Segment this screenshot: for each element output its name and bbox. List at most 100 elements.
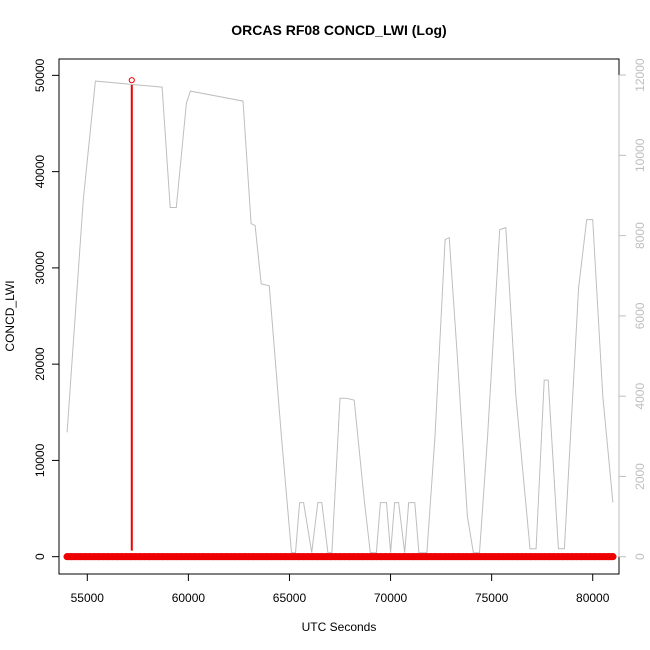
x-axis: 55000 60000 65000 70000 75000 80000: [71, 573, 610, 605]
x-axis-label: UTC Seconds: [302, 620, 377, 634]
data-point: [604, 553, 612, 561]
data-point: [336, 553, 344, 561]
data-point: [550, 553, 558, 561]
data-point: [468, 553, 476, 561]
data-point: [100, 553, 107, 561]
data-point: [131, 553, 139, 561]
data-point: [518, 553, 526, 561]
data-point: [295, 553, 303, 561]
data-point: [150, 553, 157, 561]
data-point: [213, 553, 221, 561]
data-point: [400, 553, 408, 561]
data-point: [140, 553, 148, 561]
data-point: [432, 553, 439, 561]
data-point: [568, 553, 576, 561]
data-point: [250, 553, 258, 561]
data-point: [545, 553, 553, 561]
data-point: [350, 553, 358, 561]
data-point: [532, 553, 540, 561]
data-point: [363, 553, 371, 561]
x-tick-label: 60000: [172, 591, 206, 605]
data-point: [509, 553, 517, 561]
data-point: [559, 553, 567, 561]
data-point: [136, 553, 144, 561]
data-point: [436, 553, 444, 561]
data-point: [263, 553, 271, 561]
data-point: [486, 553, 494, 561]
y-tick-label: 30000: [33, 251, 47, 285]
y-tick-label: 10000: [33, 443, 47, 477]
data-point: [272, 553, 280, 561]
data-point: [573, 553, 580, 561]
y2-tick-label: 4000: [633, 383, 647, 410]
data-point: [495, 553, 503, 561]
data-point: [145, 553, 153, 561]
data-point: [563, 553, 571, 561]
data-point: [72, 553, 80, 561]
y-axis-right: 0 2000 4000 6000 8000 10000 12000: [618, 58, 647, 560]
x-tick-label: 65000: [273, 591, 307, 605]
data-point: [127, 553, 135, 561]
data-point: [554, 553, 562, 561]
data-point: [541, 553, 549, 561]
spike-outlier-point: [128, 77, 135, 84]
data-point: [122, 553, 130, 561]
data-point: [90, 553, 98, 561]
data-point: [277, 553, 285, 561]
data-point: [354, 553, 362, 561]
data-point: [286, 553, 294, 561]
x-tick-label: 70000: [374, 591, 408, 605]
data-point: [454, 553, 462, 561]
y2-tick-label: 2000: [633, 463, 647, 490]
data-point: [441, 553, 449, 561]
y2-tick-label: 8000: [633, 222, 647, 249]
data-point: [609, 553, 617, 561]
secondary-line-layer: [66, 80, 614, 554]
data-point: [186, 553, 194, 561]
data-point: [241, 553, 248, 561]
spike-layer: [128, 77, 135, 551]
data-point: [395, 553, 403, 561]
data-point: [504, 553, 512, 561]
data-point: [582, 553, 590, 561]
data-point: [163, 553, 171, 561]
data-point: [77, 553, 85, 561]
data-point: [463, 553, 471, 561]
y-axis-left: 0 10000 20000 30000 40000 50000: [33, 58, 60, 560]
data-point: [63, 553, 71, 561]
data-point: [104, 553, 112, 561]
data-point: [86, 553, 94, 561]
data-point: [450, 553, 458, 561]
data-point: [382, 553, 389, 561]
data-point: [200, 553, 207, 561]
y-tick-label: 40000: [33, 155, 47, 189]
data-point: [386, 553, 394, 561]
data-point: [268, 553, 276, 561]
y-axis-label: CONCD_LWI: [3, 280, 17, 351]
data-point: [536, 553, 544, 561]
data-point: [177, 553, 185, 561]
data-point: [181, 553, 189, 561]
data-point: [291, 553, 298, 561]
data-point: [191, 553, 198, 561]
y-tick-label: 0: [33, 553, 47, 560]
data-point: [327, 553, 335, 561]
data-point: [523, 553, 530, 561]
data-point: [459, 553, 467, 561]
data-point: [209, 553, 217, 561]
data-point: [359, 553, 367, 561]
data-point: [204, 553, 212, 561]
data-point: [318, 553, 326, 561]
data-point: [154, 553, 162, 561]
data-point: [118, 553, 126, 561]
data-point: [159, 553, 167, 561]
data-point: [95, 553, 103, 561]
data-point: [586, 553, 594, 561]
y-tick-label: 50000: [33, 58, 47, 92]
data-point: [577, 553, 585, 561]
data-point: [231, 553, 239, 561]
data-point: [404, 553, 412, 561]
data-point: [222, 553, 230, 561]
data-point: [332, 553, 339, 561]
